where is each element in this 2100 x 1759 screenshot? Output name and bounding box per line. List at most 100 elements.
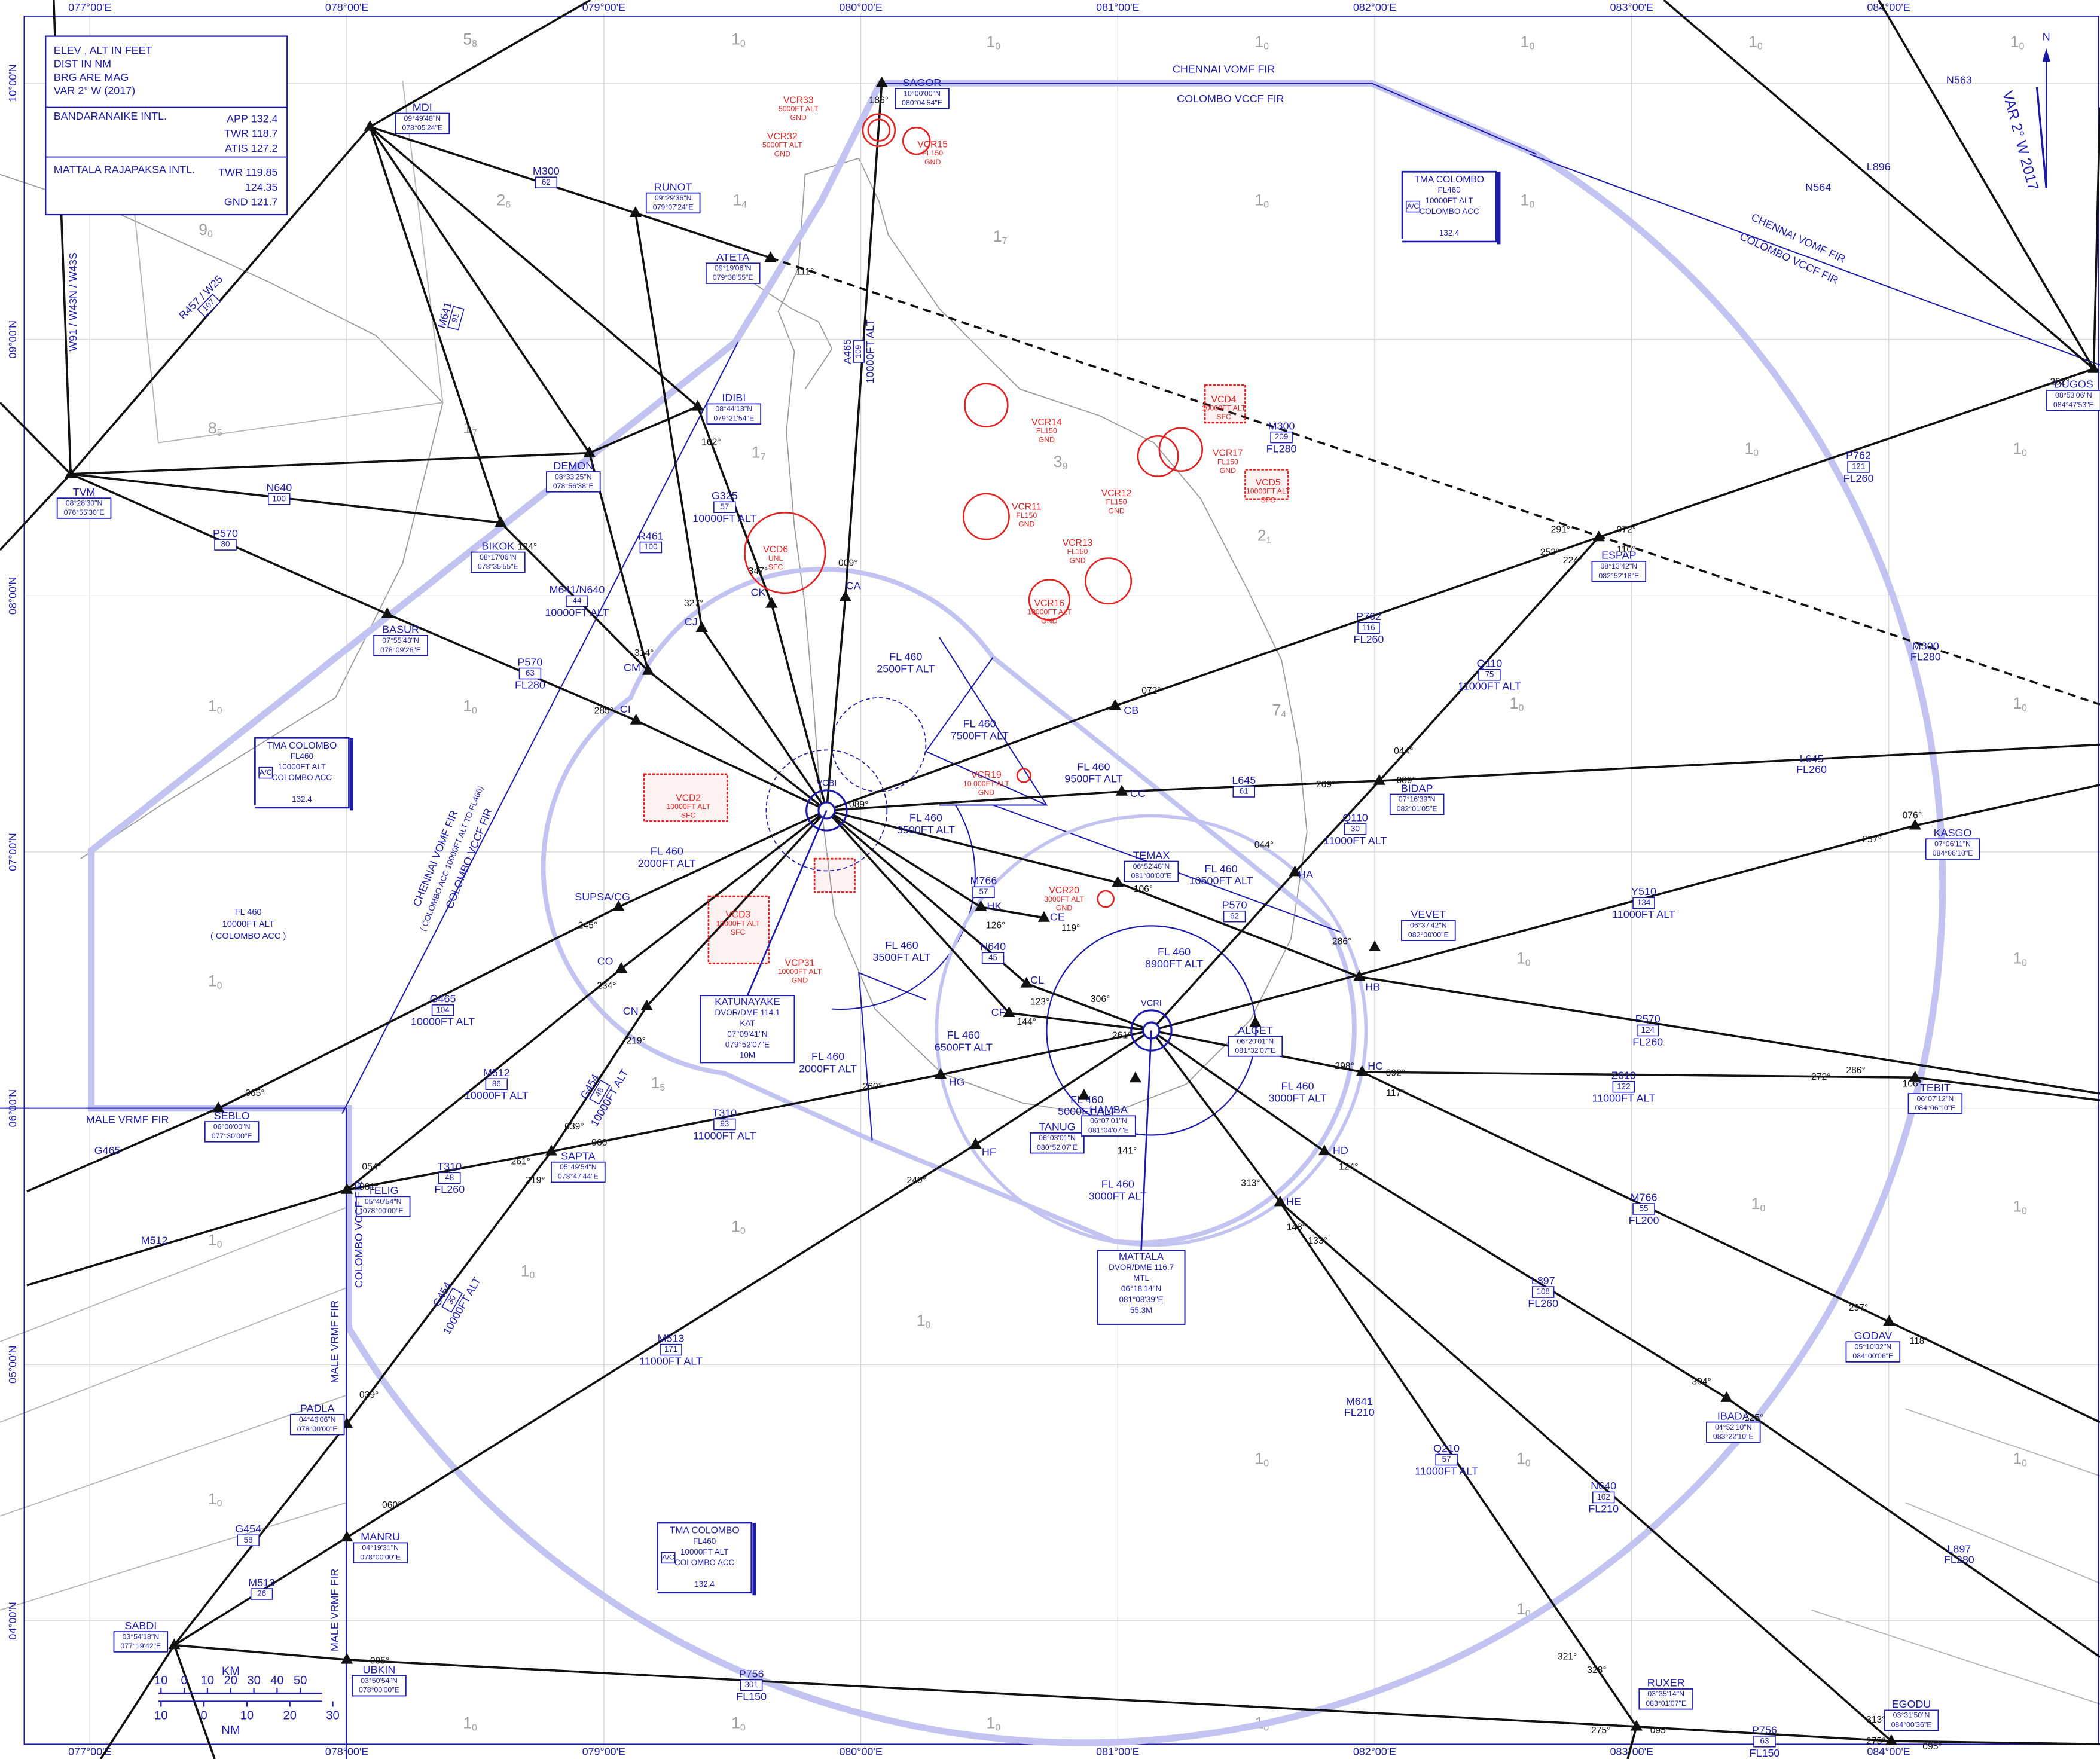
restricted-label: VCR19 xyxy=(971,770,1002,780)
bearing: 126° xyxy=(986,921,1005,931)
lon-label: 084°00'E xyxy=(1867,1,1910,13)
legend-airport: MATTALA RAJAPAKSA INTL. xyxy=(54,164,195,176)
tma-class-box xyxy=(661,1552,676,1564)
airway xyxy=(369,126,591,454)
fix-marker xyxy=(935,1068,947,1079)
fix-name: CO xyxy=(597,955,613,967)
waypoint-coord-box xyxy=(373,634,428,656)
sector-limits: 8900FT ALT xyxy=(1145,958,1203,970)
bearing: 039° xyxy=(359,1390,379,1400)
restricted-area xyxy=(902,126,931,155)
sector-limits: 2000FT ALT xyxy=(799,1062,857,1074)
scale-km-tick: 40 xyxy=(270,1674,283,1687)
bearing: 298° xyxy=(1335,1061,1354,1071)
compass-arrowhead xyxy=(2042,48,2050,62)
waypoint-lon: 081°00'00"E xyxy=(1131,871,1171,879)
airway xyxy=(1878,0,2095,369)
waypoint-lat: 06°37'42"N xyxy=(1410,921,1447,930)
airway-distance: 75 xyxy=(1485,670,1494,679)
mora-hundreds: 1 xyxy=(1748,33,1757,51)
airway-altitude: FL280 xyxy=(1944,1554,1974,1566)
bearing: 144° xyxy=(1017,1017,1036,1027)
airway-distance-box xyxy=(1270,431,1293,444)
restricted-label: VCR11 xyxy=(1012,502,1041,512)
bearing: 261° xyxy=(511,1157,530,1167)
legend-line: VAR 2° W (2017) xyxy=(54,84,135,96)
waypoint-coord-box xyxy=(706,403,762,425)
waypoint-lon: 083°01'07"E xyxy=(1646,1699,1686,1708)
restricted-label: VCR15 xyxy=(917,140,948,150)
bearing: 272° xyxy=(1811,1072,1830,1082)
bearing: 125° xyxy=(1744,1413,1763,1423)
restricted-label: GND xyxy=(1108,506,1124,515)
waypoint-name: IBADA xyxy=(1717,1410,1750,1422)
waypoint-lat: 06°03'01"N xyxy=(1039,1134,1076,1142)
mora-hundreds: 1 xyxy=(2013,1450,2022,1468)
waypoint-lon: 078°00'00"E xyxy=(363,1207,404,1215)
airway xyxy=(69,126,371,475)
tma-box xyxy=(254,737,350,809)
grid-mora: 10 xyxy=(521,1262,535,1281)
bearing: 092° xyxy=(1386,1068,1405,1078)
airway-distance: 26 xyxy=(257,1589,266,1598)
mannar-coast xyxy=(751,281,833,390)
grid-mora: 10 xyxy=(1254,33,1269,52)
mora-hundreds: 1 xyxy=(1254,1450,1263,1468)
waypoint-coord-box xyxy=(1081,1115,1136,1137)
bearing: 313° xyxy=(1866,1715,1885,1725)
waypoint-name: TVM xyxy=(73,486,96,498)
airway xyxy=(1150,1029,2100,1658)
airway-distance-box xyxy=(447,306,465,331)
airway-name: M300 xyxy=(1912,640,1939,652)
airway-distance-box xyxy=(1531,1286,1555,1298)
scale-nm-tick: 20 xyxy=(283,1709,296,1723)
waypoint-marker xyxy=(875,76,888,87)
mora-tens: 0 xyxy=(530,1271,535,1281)
mora-tens: 5 xyxy=(217,428,222,438)
waypoint-marker xyxy=(212,1101,225,1113)
fix-marker xyxy=(975,900,987,911)
waypoint-lon: 082°01'05"E xyxy=(1397,804,1437,813)
airport-info: MATTALA xyxy=(1119,1251,1164,1262)
tma-class: A/C xyxy=(1407,202,1420,210)
waypoint-marker xyxy=(340,1653,353,1664)
waypoint-coord-box xyxy=(1228,1036,1283,1057)
vor-rose xyxy=(805,789,848,832)
fix-name: CC xyxy=(1130,787,1146,799)
airway-distance: 100 xyxy=(644,542,657,551)
waypoint-marker xyxy=(1885,1734,1897,1745)
airway-name: M513 xyxy=(658,1332,685,1344)
airway-distance: 124 xyxy=(1641,1025,1655,1034)
airway-name: W91 / W43N / W43S xyxy=(67,252,79,352)
vcbi-dashed-ring xyxy=(765,749,888,872)
waypoint-lon: 078°47'44"E xyxy=(558,1172,599,1181)
tma-frequency: 132.4 xyxy=(694,1580,715,1589)
sector-line xyxy=(1811,1408,2100,1705)
bearing: 275° xyxy=(1866,1736,1885,1746)
sector-line xyxy=(0,1207,347,1611)
lat-label: 09°00'N xyxy=(7,320,19,358)
mora-tens: 4 xyxy=(741,200,747,210)
vcri-ring-outer xyxy=(935,814,1368,1247)
waypoint-name: BIKOK xyxy=(481,540,514,552)
restricted-label: VCR20 xyxy=(1049,885,1079,896)
airway-distance: 44 xyxy=(572,596,581,605)
waypoint-lat: 09°19'06"N xyxy=(715,264,752,273)
airway-distance: 104 xyxy=(436,1005,450,1014)
airway-name: M641 xyxy=(1346,1395,1373,1407)
waypoint-marker xyxy=(1368,940,1381,952)
mora-hundreds: 1 xyxy=(521,1262,530,1280)
fir-line xyxy=(0,83,2100,1759)
lon-label: 081°00'E xyxy=(1096,1746,1139,1758)
airway-label: W91 / W43N / W43S xyxy=(67,252,79,352)
grid-mora: 10 xyxy=(1516,949,1531,969)
waypoint-lon: 082°52'18"E xyxy=(1598,572,1639,580)
lon-label: 083°00'E xyxy=(1610,1746,1653,1758)
mora-hundreds: 1 xyxy=(1521,191,1530,209)
airway-altitude: 10000FT ALT xyxy=(545,606,609,618)
